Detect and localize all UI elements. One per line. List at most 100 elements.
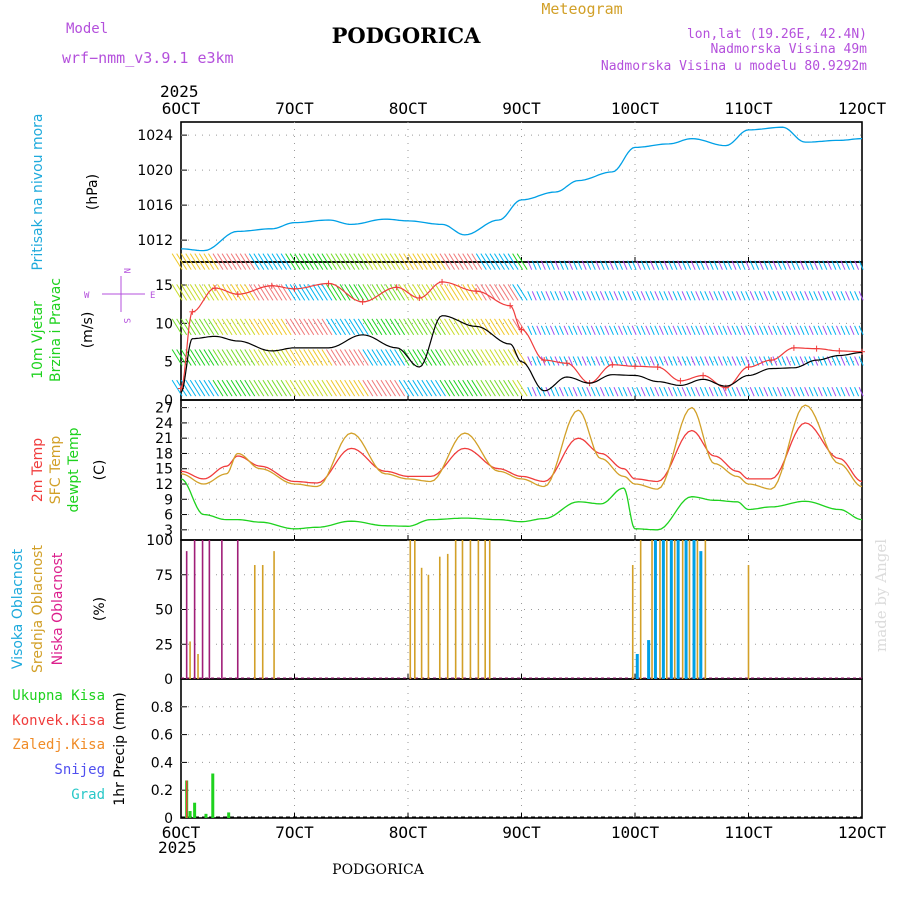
wind-barb xyxy=(217,379,228,397)
wind-barb xyxy=(484,253,496,270)
wind-barb xyxy=(194,379,206,397)
precip-bars xyxy=(181,773,862,818)
wind-barb xyxy=(376,318,387,336)
wind-barb xyxy=(677,325,682,336)
wind-barb xyxy=(622,356,628,366)
wind-barb xyxy=(572,260,578,270)
footer-station: PODGORICA xyxy=(332,862,425,878)
wind-barb xyxy=(171,349,183,366)
wind-barb xyxy=(672,356,678,366)
wind-barb xyxy=(627,260,633,270)
cloud-bar-niska xyxy=(221,540,223,679)
wind-barb xyxy=(362,349,374,366)
wind-barb xyxy=(713,260,719,270)
wind-barb xyxy=(554,386,560,397)
wind-barb xyxy=(549,260,555,270)
wind-barb xyxy=(604,291,610,301)
wind-barb xyxy=(613,325,619,336)
wind-barb xyxy=(453,379,465,397)
wind-barb xyxy=(412,318,424,336)
wind-barb xyxy=(690,260,696,270)
wind-barb xyxy=(845,325,850,336)
cloud-title-high: Visoka Oblacnost xyxy=(10,548,26,669)
wind-barb xyxy=(663,356,669,366)
wind-barb xyxy=(321,349,333,366)
wind-barb xyxy=(667,356,673,366)
wind-barb xyxy=(654,291,660,301)
wind-barb xyxy=(813,356,819,366)
wind-barb xyxy=(767,386,773,397)
wind-barb xyxy=(348,253,360,270)
wind-barbs xyxy=(171,253,864,397)
wind-barb xyxy=(776,291,782,301)
wind-barb xyxy=(835,260,841,270)
wind-barb xyxy=(212,318,224,336)
wind-barb xyxy=(708,386,714,397)
wind-barb xyxy=(749,291,755,301)
wind-barb xyxy=(699,356,705,366)
wind-barb xyxy=(435,349,446,366)
wind-barb xyxy=(849,260,855,270)
wind-barb xyxy=(640,260,646,270)
wind-barb xyxy=(203,349,215,366)
wind-barb xyxy=(758,291,764,301)
y-tick-label: 9 xyxy=(164,492,173,508)
wind-barb xyxy=(817,356,823,366)
cloud-bar-srednja xyxy=(673,540,676,679)
wind-barb xyxy=(280,253,292,270)
wind-barb xyxy=(717,291,723,301)
wind-barb xyxy=(276,284,287,301)
legend-snow: Snijeg xyxy=(54,762,105,778)
wind-barb xyxy=(239,379,251,397)
cloud-unit: (%) xyxy=(92,597,108,621)
wind-barb xyxy=(394,379,406,397)
wind-barb xyxy=(376,253,387,270)
wind-barb xyxy=(489,379,501,397)
wind-barb xyxy=(781,260,787,270)
wind-barb xyxy=(344,284,356,301)
wind-barb xyxy=(235,253,247,270)
wind-barb xyxy=(171,284,183,301)
cloud-bar-srednja xyxy=(446,553,449,679)
wind-barb xyxy=(208,253,219,270)
wind-barb xyxy=(362,318,374,336)
wind-barb xyxy=(407,318,419,336)
wind-barb xyxy=(189,318,201,336)
wind-barb xyxy=(586,356,592,366)
wind-barb xyxy=(235,379,247,397)
wind-barb xyxy=(421,318,433,336)
wind-barb xyxy=(435,284,446,301)
wind-barb xyxy=(708,260,714,270)
wind-barb xyxy=(822,260,828,270)
wind-barb xyxy=(831,291,837,301)
wind-barb xyxy=(627,291,633,301)
wind-barb xyxy=(289,284,301,301)
wind-barb xyxy=(244,379,256,397)
wind-barb xyxy=(466,318,478,336)
cloud-bar-srednja xyxy=(253,565,256,679)
wind-barb xyxy=(681,325,687,336)
wind-barb xyxy=(448,253,460,270)
cloud-bar-srednja xyxy=(659,540,661,679)
wind-barb xyxy=(658,325,664,336)
wind-barb xyxy=(754,325,760,336)
wind-barb xyxy=(672,325,678,336)
time-label-top: 12OCT xyxy=(838,99,887,118)
wind-barb xyxy=(484,379,496,397)
wind-barb xyxy=(640,291,646,301)
elevation-label: Nadmorska Visina 49m xyxy=(710,42,867,57)
wind-barb xyxy=(795,356,801,366)
wind-barb xyxy=(389,379,401,397)
wind-barb xyxy=(654,325,660,336)
wind-barb xyxy=(471,349,483,366)
y-tick-label: 0.2 xyxy=(151,783,173,799)
wind-barb xyxy=(781,291,787,301)
wind-barb xyxy=(512,284,524,301)
wind-barb xyxy=(804,291,810,301)
precip-bar xyxy=(188,811,192,818)
wind-barb xyxy=(208,318,219,336)
wind-barb xyxy=(176,318,188,336)
wind-barb xyxy=(503,318,514,336)
wind-barb xyxy=(221,379,233,397)
wind-barb xyxy=(672,260,678,270)
